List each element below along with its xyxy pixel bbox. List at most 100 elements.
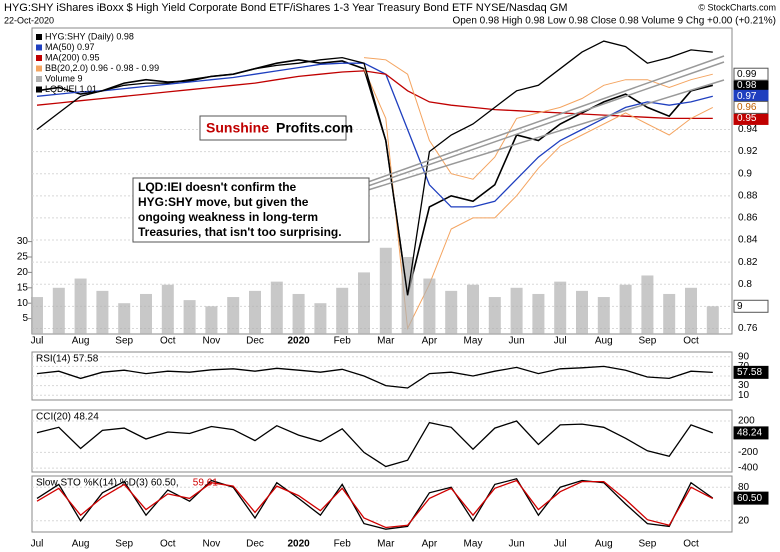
legend-label: Volume 9 xyxy=(45,73,83,83)
trend-lines xyxy=(367,55,725,191)
value-box-label: 0.98 xyxy=(737,80,757,91)
volume-bar xyxy=(336,287,349,334)
series-line xyxy=(36,40,713,296)
trend-line xyxy=(367,55,725,183)
x-tick-label: Feb xyxy=(334,336,352,347)
y-tick-label: 0.92 xyxy=(738,146,758,157)
x-tick-label: Jul xyxy=(31,539,44,550)
cci-pane xyxy=(31,409,733,473)
annotation: Treasuries, that isn't too surprising. xyxy=(138,225,342,239)
logo-text: Profits.com xyxy=(276,120,353,136)
y-tick-label: 0.8 xyxy=(738,279,752,290)
volume-tick-label: 20 xyxy=(17,267,29,278)
volume-bar xyxy=(619,284,632,334)
volume-bar xyxy=(488,297,501,334)
volume-bar xyxy=(205,306,218,334)
legend-label: 59.61 xyxy=(193,478,218,489)
volume-bar xyxy=(358,272,370,334)
annotation: ongoing weakness in long-term xyxy=(138,210,318,224)
x-tick-label: Dec xyxy=(246,336,264,347)
x-tick-label: 2020 xyxy=(287,336,310,347)
x-tick-label: Jul xyxy=(554,336,567,347)
volume-bar xyxy=(532,293,545,334)
volume-tick-label: 15 xyxy=(17,282,29,293)
legend-swatch xyxy=(36,44,42,51)
y-tick-label: 30 xyxy=(738,380,750,391)
x-tick-label: Jul xyxy=(554,539,567,550)
volume-bar xyxy=(379,247,392,334)
volume-bar xyxy=(510,287,523,334)
quote: Open 0.98 High 0.98 Low 0.98 Close 0.98 … xyxy=(452,16,776,27)
x-tick-label: Oct xyxy=(160,539,176,550)
bb-upper xyxy=(363,57,713,180)
volume-bar xyxy=(314,303,327,334)
trend-line xyxy=(367,79,725,191)
annotation-box xyxy=(132,177,370,243)
legend-label: RSI(14) 57.58 xyxy=(36,354,99,365)
value-box xyxy=(733,100,769,114)
volume-bar xyxy=(31,297,43,334)
x-tick-label: Mar xyxy=(377,336,395,347)
annotation: HYG:SHY move, but given the xyxy=(138,195,309,209)
volume-bar xyxy=(52,287,65,334)
volume-bar xyxy=(140,293,152,334)
value-box-label: 0.97 xyxy=(737,91,757,102)
legend-swatch xyxy=(36,65,42,72)
x-tick-label: Oct xyxy=(160,336,176,347)
volume-bar xyxy=(663,293,676,334)
x-tick-label: Apr xyxy=(422,336,438,347)
x-tick-label: Sep xyxy=(115,336,133,347)
x-tick-label: Feb xyxy=(334,539,352,550)
y-tick-label: -200 xyxy=(738,447,758,458)
volume-bar xyxy=(576,290,588,334)
volume-tick-label: 5 xyxy=(22,313,28,324)
value-box xyxy=(733,365,769,379)
volume-bar xyxy=(685,287,697,334)
x-tick-label: Sep xyxy=(639,336,657,347)
bb-lower xyxy=(363,68,714,331)
trend-line xyxy=(367,61,725,187)
value-box xyxy=(733,426,769,440)
x-tick-label: Aug xyxy=(72,539,90,550)
legend-swatch xyxy=(36,55,42,61)
volume-bar xyxy=(227,297,240,334)
volume-bar xyxy=(467,284,479,334)
y-tick-label: 200 xyxy=(738,416,755,427)
volume-bar xyxy=(554,281,567,334)
series-line xyxy=(36,70,713,120)
x-tick-label: Dec xyxy=(246,539,264,550)
legend-swatch xyxy=(36,76,42,82)
series-line xyxy=(36,58,713,296)
y-tick-label: 80 xyxy=(738,482,750,493)
value-box xyxy=(733,491,769,505)
volume-tick-label: 25 xyxy=(17,252,29,263)
date: 22-Oct-2020 xyxy=(4,15,54,25)
logo-box xyxy=(199,115,347,141)
annotation: LQD:IEI doesn't confirm the xyxy=(138,180,297,194)
logo-text: Sunshine xyxy=(206,120,269,136)
value-box-label: 0.99 xyxy=(737,69,757,80)
x-tick-label: May xyxy=(464,336,483,347)
y-tick-label: -400 xyxy=(738,463,758,474)
legend-label: CCI(20) 48.24 xyxy=(36,412,99,423)
legend-label: HYG:SHY (Daily) 0.98 xyxy=(45,31,134,41)
x-tick-label: Apr xyxy=(422,539,438,550)
sto-pane xyxy=(31,475,733,533)
y-tick-label: 0.9 xyxy=(738,168,752,179)
volume-bar xyxy=(249,290,261,334)
volume-bar xyxy=(161,284,174,334)
x-tick-label: Jul xyxy=(31,336,44,347)
y-tick-label: 20 xyxy=(738,515,750,526)
y-tick-label: 0.88 xyxy=(738,190,758,201)
legend-label: BB(20,2.0) 0.96 - 0.98 - 0.99 xyxy=(45,63,159,73)
y-tick-label: 10 xyxy=(738,390,750,401)
plot: 0.760.780.80.820.840.860.880.90.920.94HY… xyxy=(17,31,769,550)
value-box-label: 57.58 xyxy=(737,367,762,378)
value-box xyxy=(733,67,769,81)
legend-label: LQD:IEI 1.01 xyxy=(45,84,97,94)
volume-bar xyxy=(96,290,109,334)
legend-swatch xyxy=(36,34,42,40)
y-tick-label: 0.94 xyxy=(738,124,758,135)
x-tick-label: Mar xyxy=(377,539,395,550)
